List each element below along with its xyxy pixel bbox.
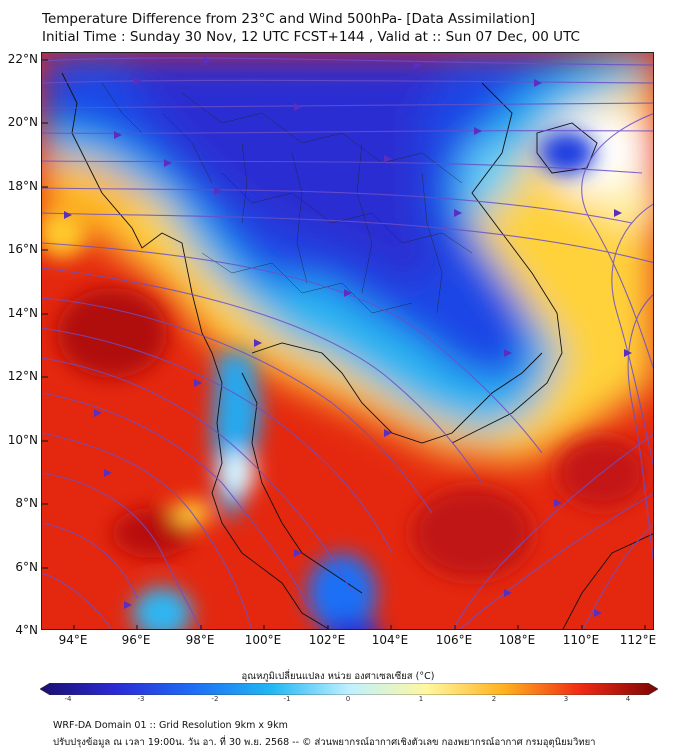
lat-label: 16°N (7, 242, 38, 256)
colorbar-tick: 4 (625, 695, 631, 703)
colorbar-title: อุณหภูมิเปลี่ยนแปลง หน่วย องศาเซลเซียส (… (241, 671, 435, 682)
lat-label: 6°N (15, 560, 38, 574)
colorbar-tick: 0 (345, 695, 351, 703)
colorbar-gradient (39, 682, 659, 696)
colorbar-tick: -2 (211, 695, 219, 703)
colorbar (39, 680, 659, 696)
colorbar-tick: -3 (137, 695, 145, 703)
admin-borders (101, 82, 473, 314)
lon-label: 100°E (244, 633, 282, 647)
map-title: Temperature Difference from 23°C and Win… (42, 11, 536, 27)
forecast-map[interactable] (41, 52, 654, 630)
lon-label: 98°E (185, 633, 215, 647)
wind-streamlines (42, 57, 653, 629)
lat-label: 18°N (7, 179, 38, 193)
lon-label: 106°E (435, 633, 473, 647)
streamline-arrows (64, 57, 632, 617)
colorbar-tick: -1 (283, 695, 291, 703)
lon-label: 94°E (58, 633, 88, 647)
lon-label: 102°E (308, 633, 346, 647)
lat-label: 22°N (7, 52, 38, 66)
lat-label: 20°N (7, 115, 38, 129)
update-credit: ปรับปรุงข้อมูล ณ เวลา 19:00น. วัน อา. ที… (53, 737, 596, 748)
temperature-field (42, 53, 653, 629)
coastlines (61, 72, 653, 629)
lon-label: 112°E (619, 633, 657, 647)
colorbar-tick: 2 (491, 695, 497, 703)
lat-label: 4°N (15, 623, 38, 637)
lon-label: 104°E (371, 633, 409, 647)
lat-label: 12°N (7, 369, 38, 383)
lat-label: 10°N (7, 433, 38, 447)
colorbar-tick: 1 (418, 695, 424, 703)
lon-label: 108°E (498, 633, 536, 647)
lat-label: 8°N (15, 496, 38, 510)
colorbar-tick: 3 (563, 695, 569, 703)
graticule-ticks (42, 59, 646, 629)
colorbar-tick: -4 (64, 695, 72, 703)
lon-label: 96°E (121, 633, 151, 647)
lat-label: 14°N (7, 306, 38, 320)
lon-label: 110°E (562, 633, 600, 647)
model-info: WRF-DA Domain 01 :: Grid Resolution 9km … (53, 720, 288, 731)
map-subtitle: Initial Time : Sunday 30 Nov, 12 UTC FCS… (42, 29, 580, 45)
